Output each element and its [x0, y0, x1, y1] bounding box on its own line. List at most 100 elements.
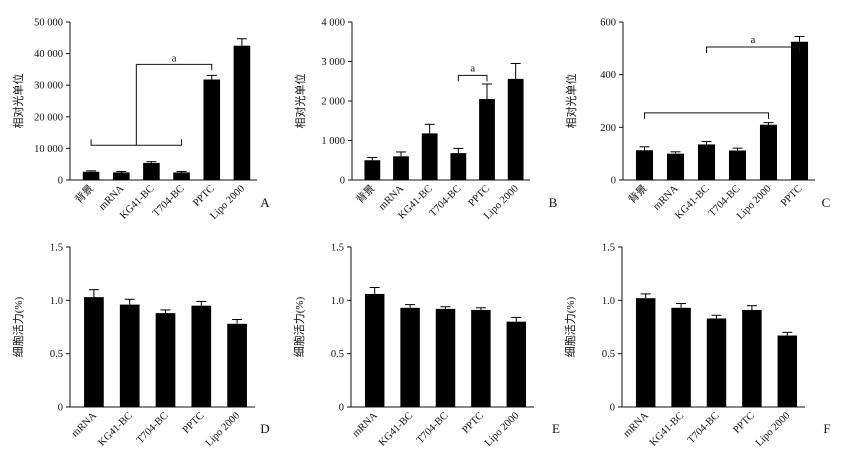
- significance-bracket: [706, 46, 800, 54]
- significance-label: a: [751, 34, 756, 46]
- category-label: KG41-BC: [377, 410, 415, 448]
- y-axis-label: 相对光单位: [293, 74, 307, 129]
- category-label: KG41-BC: [648, 410, 686, 448]
- bar: [421, 133, 438, 180]
- bar: [790, 41, 809, 180]
- panel-letter: D: [260, 421, 269, 436]
- y-tick-label: 0: [58, 403, 63, 414]
- y-axis-label: 细胞活力(%): [564, 296, 577, 357]
- y-tick-label: 0: [610, 403, 615, 414]
- y-tick-label: 0: [339, 403, 344, 414]
- y-tick-label: 400: [600, 70, 616, 81]
- y-tick-label: 30 000: [34, 81, 63, 92]
- bar: [155, 313, 176, 407]
- category-label: T704-BC: [415, 410, 451, 446]
- bar: [507, 78, 524, 180]
- category-label: 背景: [353, 182, 377, 206]
- bar: [759, 124, 778, 180]
- bar: [227, 323, 247, 407]
- y-tick-label: 0: [340, 176, 345, 187]
- category-label: PPTC: [467, 183, 493, 209]
- category-label: T704-BC: [428, 183, 464, 219]
- bar: [777, 335, 798, 407]
- bar: [364, 293, 385, 407]
- bar: [82, 171, 100, 180]
- category-label: KG41-BC: [97, 410, 135, 448]
- bar: [435, 308, 456, 407]
- y-tick-label: 1.5: [331, 243, 344, 254]
- panel-letter: E: [552, 421, 560, 436]
- bar: [728, 150, 747, 180]
- y-tick-label: 10 000: [34, 144, 63, 155]
- bar: [203, 79, 221, 180]
- category-label: PPTC: [181, 410, 207, 436]
- bar: [400, 307, 420, 407]
- category-label: PPTC: [779, 183, 805, 209]
- bar: [666, 153, 685, 180]
- y-axis-label: 相对光单位: [564, 74, 578, 129]
- y-tick-label: 600: [600, 18, 616, 29]
- y-tick-label: 0: [611, 176, 616, 187]
- significance-bracket: [457, 74, 488, 82]
- significance-label: a: [172, 52, 177, 64]
- y-tick-label: 200: [600, 123, 616, 134]
- bar: [393, 156, 409, 180]
- panel-letter: B: [549, 195, 558, 210]
- significance-bracket: [644, 112, 769, 119]
- y-tick-label: 3 000: [321, 57, 345, 68]
- category-label: Lipo 2000: [754, 410, 793, 449]
- bar: [84, 297, 104, 407]
- bar: [173, 172, 190, 180]
- bar: [450, 153, 467, 180]
- category-label: T704-BC: [151, 183, 187, 219]
- bar: [119, 304, 140, 407]
- category-label: mRNA: [622, 410, 652, 440]
- bar: [635, 298, 656, 407]
- bar: [471, 309, 491, 407]
- y-tick-label: 0: [58, 176, 63, 187]
- y-tick-label: 20 000: [34, 112, 63, 123]
- category-label: Lipo 2000: [204, 410, 243, 449]
- y-tick-label: 1.0: [50, 296, 63, 307]
- bar: [364, 160, 381, 180]
- category-label: mRNA: [651, 183, 681, 213]
- y-tick-label: 1.5: [602, 243, 615, 254]
- y-tick-label: 1.0: [602, 296, 615, 307]
- bar: [479, 99, 495, 180]
- y-tick-label: 1.0: [331, 296, 344, 307]
- y-tick-label: 1.5: [50, 243, 63, 254]
- category-label: PPTC: [731, 410, 757, 436]
- y-tick-label: 4 000: [321, 18, 345, 29]
- bar: [635, 150, 654, 180]
- category-label: PPTC: [191, 183, 217, 209]
- category-label: mRNA: [70, 410, 100, 440]
- y-tick-label: 50 000: [34, 18, 63, 29]
- panel-letter: A: [260, 195, 270, 210]
- y-tick-label: 2 000: [321, 97, 345, 108]
- bar: [742, 309, 762, 407]
- bar: [671, 307, 691, 407]
- significance-label: a: [470, 62, 475, 74]
- bar: [506, 321, 527, 407]
- y-tick-label: 1 000: [321, 136, 345, 147]
- category-label: 背景: [626, 182, 650, 206]
- y-axis-label: 细胞活力(%): [293, 296, 306, 357]
- category-label: mRNA: [97, 183, 127, 213]
- category-label: KG41-BC: [673, 183, 711, 221]
- category-label: mRNA: [351, 410, 381, 440]
- category-label: T704-BC: [686, 410, 722, 446]
- panel-letter: F: [823, 421, 830, 436]
- bar: [233, 45, 251, 181]
- y-axis-label: 细胞活力(%): [12, 296, 25, 357]
- y-tick-label: 0.5: [331, 349, 344, 360]
- bar: [191, 305, 212, 407]
- significance-bracket: [135, 63, 213, 146]
- bar: [706, 318, 727, 407]
